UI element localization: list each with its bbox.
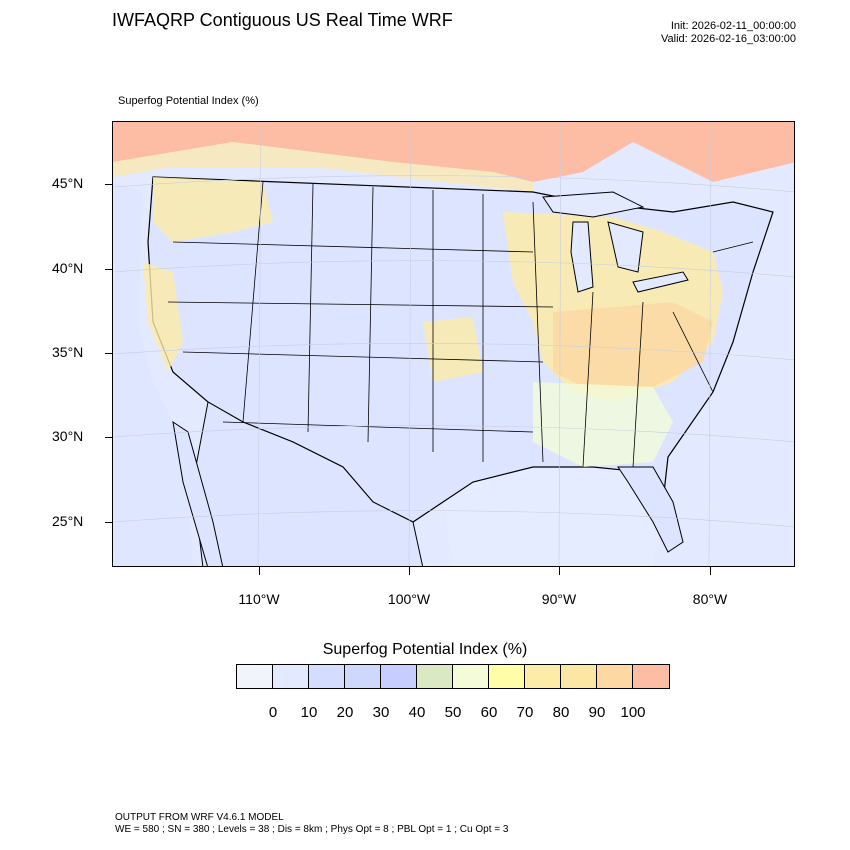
lon-tick xyxy=(710,567,711,575)
pacific-nw-zone xyxy=(153,177,273,242)
colorbar-box xyxy=(633,665,669,688)
map-panel xyxy=(112,121,795,567)
canada-landmass xyxy=(113,122,794,182)
lake-superior xyxy=(542,191,645,218)
lat-label-45: 45°N xyxy=(52,175,84,191)
lake-erie xyxy=(632,271,689,293)
init-time: Init: 2026-02-11_00:00:00 xyxy=(670,20,796,32)
lon-label-80w: 80°W xyxy=(692,591,728,607)
colorbar-label: 50 xyxy=(444,704,462,721)
lake-huron xyxy=(607,221,644,273)
colorbar-label: 30 xyxy=(372,704,390,721)
lon-tick xyxy=(259,567,260,575)
model-info: OUTPUT FROM WRF V4.6.1 MODEL xyxy=(115,812,284,823)
graticule xyxy=(113,122,794,566)
california-coast-zone xyxy=(143,262,183,372)
model-config: WE = 580 ; SN = 380 ; Levels = 38 ; Dis … xyxy=(115,824,509,835)
lon-label-90w: 90°W xyxy=(541,591,577,607)
colorbar-box xyxy=(237,665,273,688)
colorbar-label: 80 xyxy=(552,704,570,721)
valid-time: Valid: 2026-02-16_03:00:00 xyxy=(661,33,796,45)
lat-label-25: 25°N xyxy=(52,513,84,529)
colorbar-box xyxy=(273,665,309,688)
colorbar-box xyxy=(345,665,381,688)
florida-peninsula xyxy=(617,466,684,553)
colorbar-box xyxy=(417,665,453,688)
lat-label-30: 30°N xyxy=(52,428,84,444)
gulf-of-mexico xyxy=(443,467,663,566)
map-graphic xyxy=(113,122,794,566)
colorbar-title: Superfog Potential Index (%) xyxy=(322,641,528,658)
pacific-ocean xyxy=(113,182,193,566)
lat-tick xyxy=(105,437,112,438)
lon-tick xyxy=(559,567,560,575)
colorbar-box xyxy=(489,665,525,688)
colorbar-label: 10 xyxy=(300,704,318,721)
colorbar-box xyxy=(309,665,345,688)
lat-tick xyxy=(105,269,112,270)
field-label: Superfog Potential Index (%) xyxy=(118,95,259,107)
lat-label-35: 35°N xyxy=(52,344,84,360)
colorbar xyxy=(236,664,670,689)
colorbar-label: 100 xyxy=(620,704,646,721)
colorbar-box xyxy=(561,665,597,688)
colorbar-box xyxy=(453,665,489,688)
kansas-zone xyxy=(423,317,483,382)
lon-label-100w: 100°W xyxy=(387,591,431,607)
lat-tick xyxy=(105,353,112,354)
colorbar-box xyxy=(381,665,417,688)
colorbar-label: 60 xyxy=(480,704,498,721)
colorbar-box xyxy=(597,665,633,688)
plot-title: IWFAQRP Contiguous US Real Time WRF xyxy=(112,10,453,30)
colorbar-box xyxy=(525,665,561,688)
lat-tick xyxy=(105,184,112,185)
state-boundaries xyxy=(167,181,754,468)
colorbar-label: 70 xyxy=(516,704,534,721)
ohio-valley-zone xyxy=(553,302,713,392)
lat-tick xyxy=(105,522,112,523)
lon-label-110w: 110°W xyxy=(238,591,280,607)
lon-tick xyxy=(409,567,410,575)
colorbar-label: 0 xyxy=(268,704,278,721)
colorbar-label: 40 xyxy=(408,704,426,721)
atlantic-ocean xyxy=(673,224,794,566)
canada-border-shading xyxy=(113,142,533,192)
colorbar-label: 90 xyxy=(588,704,606,721)
lat-label-40: 40°N xyxy=(52,260,84,276)
colorbar-label: 20 xyxy=(336,704,354,721)
lake-michigan xyxy=(570,221,594,293)
southeast-zone xyxy=(533,382,673,467)
